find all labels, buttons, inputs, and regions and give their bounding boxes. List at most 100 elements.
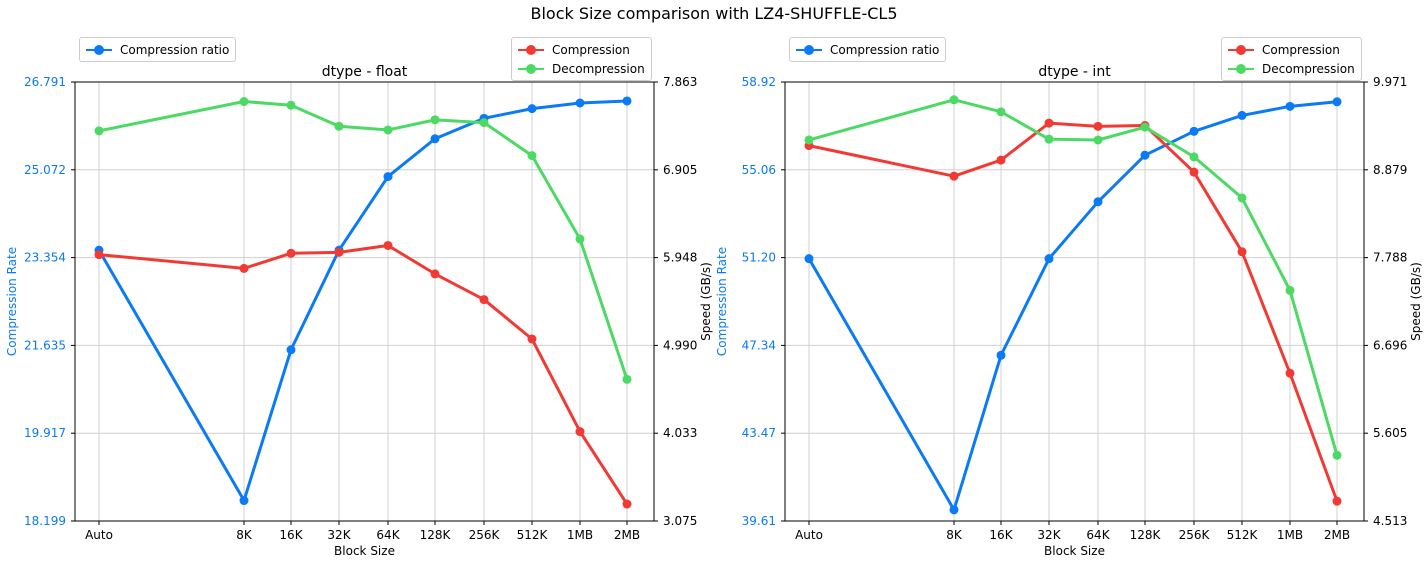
x-tick-label: 1MB [1277, 528, 1303, 542]
compression-series-line [97, 243, 629, 506]
y-left-axis-label: Compression Rate [715, 247, 729, 356]
x-tick-label: 2MB [1324, 528, 1350, 542]
decompression-point [1140, 122, 1150, 132]
chart-int: 39.61 43.47 47.34 51.20 55.06 58.92 4.513 5.605… [715, 64, 1423, 558]
compression-point [1285, 368, 1295, 378]
y-right-tick-label: 6.905 [663, 163, 697, 177]
ratio-point [1332, 97, 1342, 107]
legend-ratio-marker [86, 44, 112, 55]
legend-speed-int: Compression Decompression [1221, 37, 1362, 81]
x-tick-label: 256K [1179, 528, 1211, 542]
x-tick-label: 256K [469, 528, 501, 542]
y-right-tick-label: 4.033 [663, 426, 697, 440]
decompression-point [1093, 135, 1103, 145]
decompression-point [1044, 134, 1054, 144]
chart-float: 18.199 19.917 21.635 23.354 25.072 26.791 3.07… [5, 64, 713, 558]
compression-point [1093, 121, 1103, 131]
ratio-point [804, 254, 814, 264]
compression-point [949, 171, 959, 181]
y-left-tick-label: 51.20 [742, 251, 776, 265]
compression-series-line [807, 121, 1339, 503]
x-axis-label: Block Size [1044, 544, 1105, 558]
x-tick-label: 32K [1037, 528, 1061, 542]
y-right-tick-label: 9.971 [1373, 75, 1407, 89]
legend-ratio-label: Compression ratio [830, 42, 940, 57]
figure-title: Block Size comparison with LZ4-SHUFFLE-C… [530, 4, 897, 23]
y-left-tick-label: 47.34 [742, 338, 776, 352]
panel-title: dtype - int [1038, 64, 1111, 80]
ratio-point [949, 505, 959, 515]
x-tick-label: 64K [376, 528, 400, 542]
legend-ratio-label: Compression ratio [120, 42, 230, 57]
x-tick-label: 512K [1227, 528, 1259, 542]
x-tick-label: 8K [236, 528, 253, 542]
decompression-point [1332, 450, 1342, 460]
y-right-tick-label: 5.605 [1373, 426, 1407, 440]
compression-point [996, 155, 1006, 165]
decompression-point [383, 125, 393, 135]
compression-point [1044, 118, 1054, 128]
compression-point [334, 247, 344, 257]
x-tick-label: 128K [1130, 528, 1162, 542]
y-right-tick-label: 4.990 [663, 338, 697, 352]
ratio-point [1140, 150, 1150, 160]
x-axis-label: Block Size [334, 544, 395, 558]
compression-point [239, 263, 249, 273]
gridlines [75, 81, 654, 522]
x-tick-label: 16K [279, 528, 303, 542]
y-left-axis-label: Compression Rate [5, 247, 19, 356]
compression-point [622, 499, 632, 509]
gridlines [785, 81, 1364, 522]
ratio-point [1044, 254, 1054, 264]
y-right-tick-label: 3.075 [663, 514, 697, 528]
compression-point [527, 334, 537, 344]
decompression-series-line [807, 98, 1339, 457]
x-tick-label: 128K [420, 528, 452, 542]
decompression-point [1285, 285, 1295, 295]
decompression-point [804, 135, 814, 145]
ratio-point [1093, 197, 1103, 207]
legend-compression-label: Compression [552, 42, 630, 57]
ratio-point [996, 350, 1006, 360]
y-left-tick-label: 58.92 [742, 75, 776, 89]
decompression-point [1237, 193, 1247, 203]
y-left-tick-label: 19.917 [24, 426, 66, 440]
compression-point [1189, 167, 1199, 177]
y-right-tick-label: 4.513 [1373, 514, 1407, 528]
decompression-point [430, 115, 440, 125]
y-right-tick-label: 5.948 [663, 251, 697, 265]
y-right-tick-label: 8.879 [1373, 163, 1407, 177]
ratio-point [239, 496, 249, 506]
legend-decompression-marker [1228, 63, 1254, 74]
legend-compression-marker [518, 44, 544, 55]
legend-ratio-int: Compression ratio [789, 37, 947, 62]
x-tick-label: 1MB [567, 528, 593, 542]
decompression-point [575, 234, 585, 244]
decompression-point [479, 118, 489, 128]
x-tick-label: Auto [795, 528, 823, 542]
y-right-axis-label: Speed (GB/s) [699, 262, 713, 341]
compression-point [575, 427, 585, 437]
decompression-point [527, 151, 537, 161]
decompression-point [334, 121, 344, 131]
y-left-tick-label: 25.072 [24, 163, 66, 177]
decompression-point [949, 95, 959, 105]
decompression-point [622, 374, 632, 384]
y-left-tick-label: 21.635 [24, 338, 66, 352]
x-tick-label: 64K [1086, 528, 1110, 542]
ratio-point [430, 134, 440, 144]
ratio-point [527, 104, 537, 114]
x-tick-label: 32K [327, 528, 351, 542]
x-tick-label: 2MB [614, 528, 640, 542]
ratio-series-line [97, 99, 629, 503]
ratio-point [622, 96, 632, 106]
x-tick-label: 512K [517, 528, 549, 542]
plot-frame [74, 81, 655, 522]
y-right-tick-label: 7.788 [1373, 251, 1407, 265]
y-right-tick-label: 7.863 [663, 75, 697, 89]
decompression-point [996, 107, 1006, 117]
plot-frame [784, 81, 1365, 522]
legend-speed-float: Compression Decompression [511, 37, 652, 81]
y-right-axis-label: Speed (GB/s) [1409, 262, 1423, 341]
